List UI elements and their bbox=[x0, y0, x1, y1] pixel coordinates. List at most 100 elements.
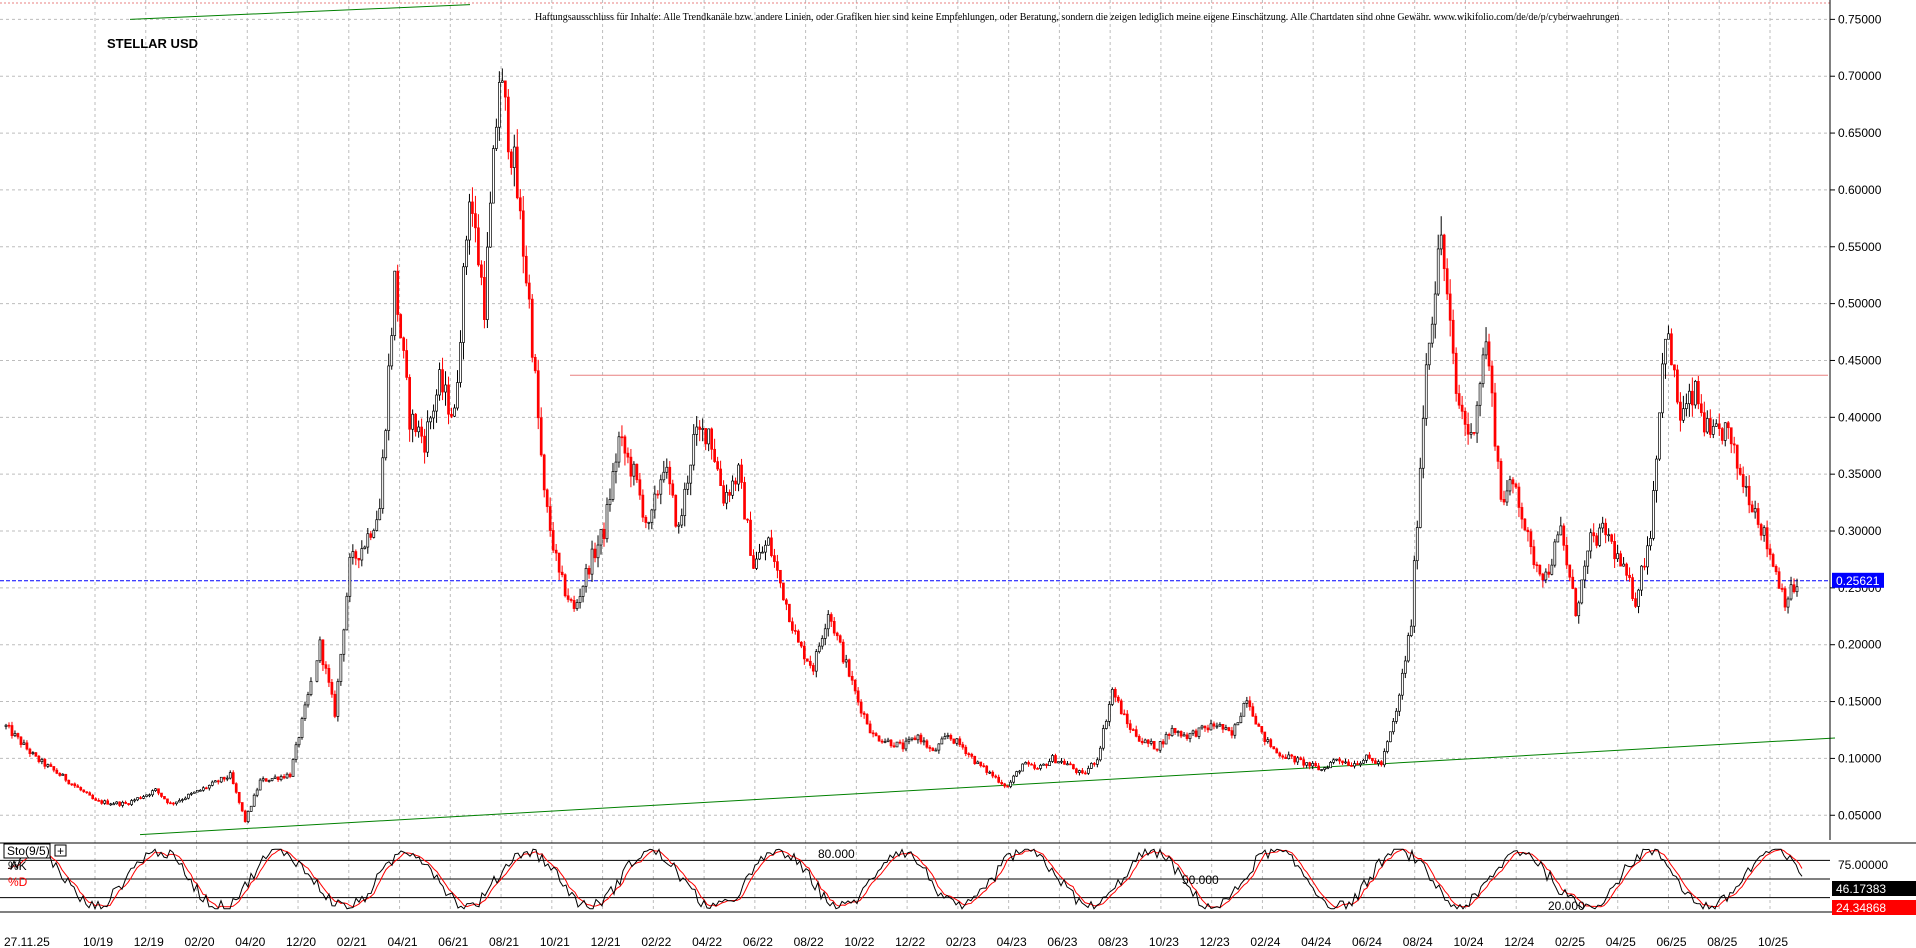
candle-body bbox=[1445, 268, 1449, 295]
candle-body bbox=[1072, 764, 1075, 770]
candle-body bbox=[1780, 588, 1784, 590]
candle-body bbox=[249, 805, 253, 812]
plus-icon[interactable]: + bbox=[57, 844, 64, 858]
candle-body bbox=[680, 515, 684, 526]
candle-body bbox=[1254, 715, 1258, 725]
candle-body bbox=[1421, 418, 1425, 469]
current-price-badge: 0.25621 bbox=[1832, 572, 1884, 588]
candle-body bbox=[432, 410, 435, 419]
candle-body bbox=[118, 801, 121, 806]
candle-body bbox=[37, 755, 41, 763]
candle-body bbox=[88, 792, 92, 796]
axes bbox=[0, 0, 1916, 913]
candle-body bbox=[19, 736, 23, 745]
candle-body bbox=[1383, 751, 1386, 766]
candle-body bbox=[411, 413, 414, 430]
candle-body bbox=[782, 582, 785, 601]
candle-body bbox=[1332, 759, 1335, 763]
candle-body bbox=[1753, 508, 1757, 513]
candle-body bbox=[1786, 598, 1790, 608]
candle-body bbox=[817, 645, 821, 652]
candle-body bbox=[1036, 768, 1039, 770]
candle-body bbox=[151, 790, 154, 796]
candle-body bbox=[608, 499, 612, 505]
x-tick-label: 02/23 bbox=[946, 935, 976, 948]
x-tick-label: 10/21 bbox=[540, 935, 570, 948]
candle-body bbox=[1658, 412, 1661, 460]
candle-body bbox=[489, 202, 492, 248]
candle-body bbox=[716, 461, 719, 470]
candle-body bbox=[611, 471, 615, 500]
candle-body bbox=[791, 621, 794, 631]
candle-body bbox=[1155, 748, 1159, 751]
candle-body bbox=[1063, 760, 1066, 765]
candle-body bbox=[393, 270, 397, 336]
sto-k-legend: %K bbox=[8, 859, 27, 873]
candle-body bbox=[1526, 529, 1530, 533]
x-tick-label: 02/20 bbox=[185, 935, 215, 948]
candle-body bbox=[584, 568, 588, 587]
candle-body bbox=[686, 482, 690, 490]
candle-body bbox=[1027, 762, 1030, 765]
candle-body bbox=[1795, 586, 1799, 593]
candle-body bbox=[1457, 393, 1461, 406]
candle-body bbox=[994, 775, 998, 778]
candle-body bbox=[1735, 444, 1739, 469]
candle-body bbox=[1128, 723, 1132, 730]
candle-body bbox=[1143, 739, 1147, 744]
candle-body bbox=[435, 394, 438, 412]
candle-body bbox=[826, 614, 830, 630]
x-tick-label: 02/25 bbox=[1555, 935, 1585, 948]
candle-body bbox=[575, 602, 579, 609]
y-tick-label: 0.20000 bbox=[1838, 638, 1882, 652]
candle-body bbox=[913, 737, 917, 741]
candle-body bbox=[877, 735, 881, 742]
candle-body bbox=[327, 668, 331, 683]
candle-body bbox=[193, 791, 196, 794]
candle-body bbox=[109, 803, 113, 806]
candle-body bbox=[1024, 762, 1027, 765]
candle-body bbox=[1604, 522, 1608, 536]
candle-body bbox=[321, 639, 325, 666]
candle-body bbox=[731, 480, 734, 496]
candle-body bbox=[752, 555, 755, 569]
candle-body bbox=[650, 509, 654, 523]
candle-body bbox=[441, 369, 444, 393]
candle-body bbox=[196, 789, 199, 793]
candle-body bbox=[234, 783, 238, 793]
candle-body bbox=[1637, 589, 1640, 607]
candle-body bbox=[201, 787, 205, 791]
candle-body bbox=[919, 734, 923, 743]
candle-body bbox=[1003, 783, 1007, 787]
candle-body bbox=[850, 675, 854, 681]
x-tick-label: 04/24 bbox=[1301, 935, 1331, 948]
candle-body bbox=[641, 494, 645, 518]
candle-body bbox=[429, 417, 432, 423]
candle-body bbox=[1347, 761, 1350, 766]
candle-body bbox=[1194, 730, 1198, 737]
candle-body bbox=[64, 773, 68, 781]
candle-body bbox=[70, 783, 74, 786]
candle-body bbox=[1362, 760, 1365, 764]
candle-body bbox=[1000, 782, 1004, 785]
candle-body bbox=[1033, 764, 1036, 769]
candle-body bbox=[1568, 564, 1572, 578]
candle-body bbox=[1380, 761, 1383, 766]
candle-body bbox=[1152, 740, 1156, 750]
sto-expand-button[interactable] bbox=[54, 844, 67, 857]
candle-body bbox=[1377, 761, 1380, 764]
candle-body bbox=[892, 745, 896, 748]
candle-body bbox=[357, 557, 361, 561]
candle-body bbox=[515, 146, 519, 199]
candle-body bbox=[656, 493, 660, 496]
candle-body bbox=[596, 544, 600, 559]
candle-body bbox=[1502, 499, 1506, 503]
candle-body bbox=[25, 742, 29, 750]
candle-body bbox=[1021, 763, 1024, 772]
candle-body bbox=[551, 530, 555, 551]
candle-body bbox=[1212, 723, 1216, 727]
candle-body bbox=[342, 629, 346, 655]
candle-body bbox=[408, 377, 411, 430]
candle-body bbox=[509, 151, 513, 168]
candle-body bbox=[264, 778, 268, 782]
